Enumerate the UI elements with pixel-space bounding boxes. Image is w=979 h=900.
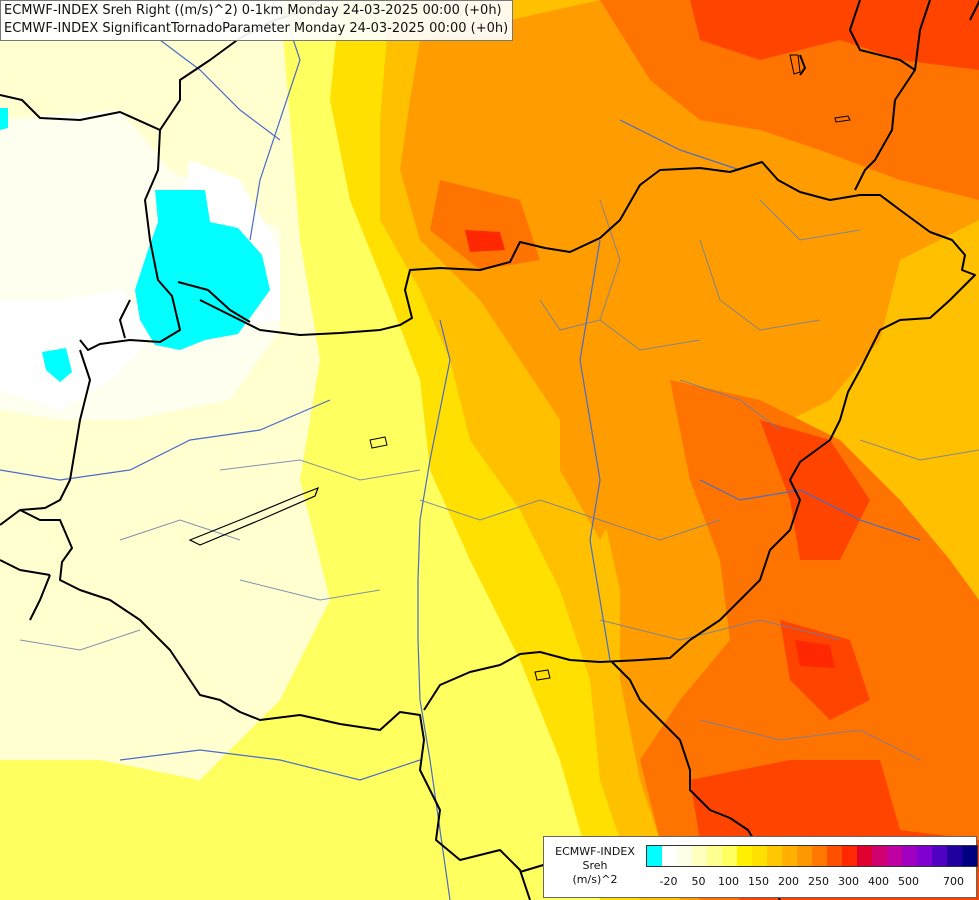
legend-label-line-3: (m/s)^2 (572, 873, 618, 886)
legend-swatch (662, 846, 677, 866)
legend-tick-label: 150 (748, 875, 769, 888)
legend-tick-label: 50 (691, 875, 706, 888)
legend-swatch (872, 846, 887, 866)
legend-swatch (812, 846, 827, 866)
lake (188, 486, 320, 546)
legend-swatch (752, 846, 767, 866)
legend-swatch (857, 846, 872, 866)
field-red-east (690, 420, 979, 900)
legend-swatch (962, 846, 977, 866)
legend-tick-label: 700 (943, 875, 964, 888)
legend-tick-label: 300 (838, 875, 859, 888)
legend-swatch (767, 846, 782, 866)
legend-label-line-1: ECMWF-INDEX (555, 845, 635, 858)
legend-swatch (887, 846, 902, 866)
legend-tick-label: 200 (778, 875, 799, 888)
color-legend: ECMWF-INDEX Sreh (m/s)^2 -20 50 100 150 200 2… (543, 836, 978, 898)
legend-tick-label: -20 (659, 875, 678, 888)
rivers (0, 0, 921, 900)
field-cyan-blob (135, 190, 270, 350)
field-red-north (690, 0, 979, 70)
legend-swatch (902, 846, 917, 866)
legend-swatch (827, 846, 842, 866)
admin-boundaries (19, 199, 979, 761)
legend-swatch (842, 846, 857, 866)
legend-swatch (677, 846, 692, 866)
legend-tick-label: 500 (898, 875, 919, 888)
legend-swatch (692, 846, 707, 866)
legend-tick-label: 400 (868, 875, 889, 888)
legend-swatch (932, 846, 947, 866)
legend-swatch (722, 846, 737, 866)
field-cyan-small (0, 108, 72, 382)
legend-label-line-2: Sreh (582, 859, 608, 872)
legend-tick-label: 100 (718, 875, 739, 888)
legend-swatch (947, 846, 962, 866)
legend-tick-label: 250 (808, 875, 829, 888)
island-marks (534, 54, 851, 681)
map-title-box: ECMWF-INDEX Sreh Right ((m/s)^2) 0-1km M… (0, 0, 514, 41)
legend-swatch (797, 846, 812, 866)
legend-color-bar (646, 845, 978, 867)
legend-swatch (707, 846, 722, 866)
legend-swatch (782, 846, 797, 866)
legend-label: ECMWF-INDEX Sreh (m/s)^2 (548, 845, 642, 887)
map-title-line-2: ECMWF-INDEX SignificantTornadoParameter … (4, 21, 509, 36)
lake-small (369, 436, 388, 449)
legend-swatch (737, 846, 752, 866)
map-title-line-1: ECMWF-INDEX Sreh Right ((m/s)^2) 0-1km M… (4, 3, 502, 18)
legend-swatch (647, 846, 662, 866)
legend-swatch (917, 846, 932, 866)
